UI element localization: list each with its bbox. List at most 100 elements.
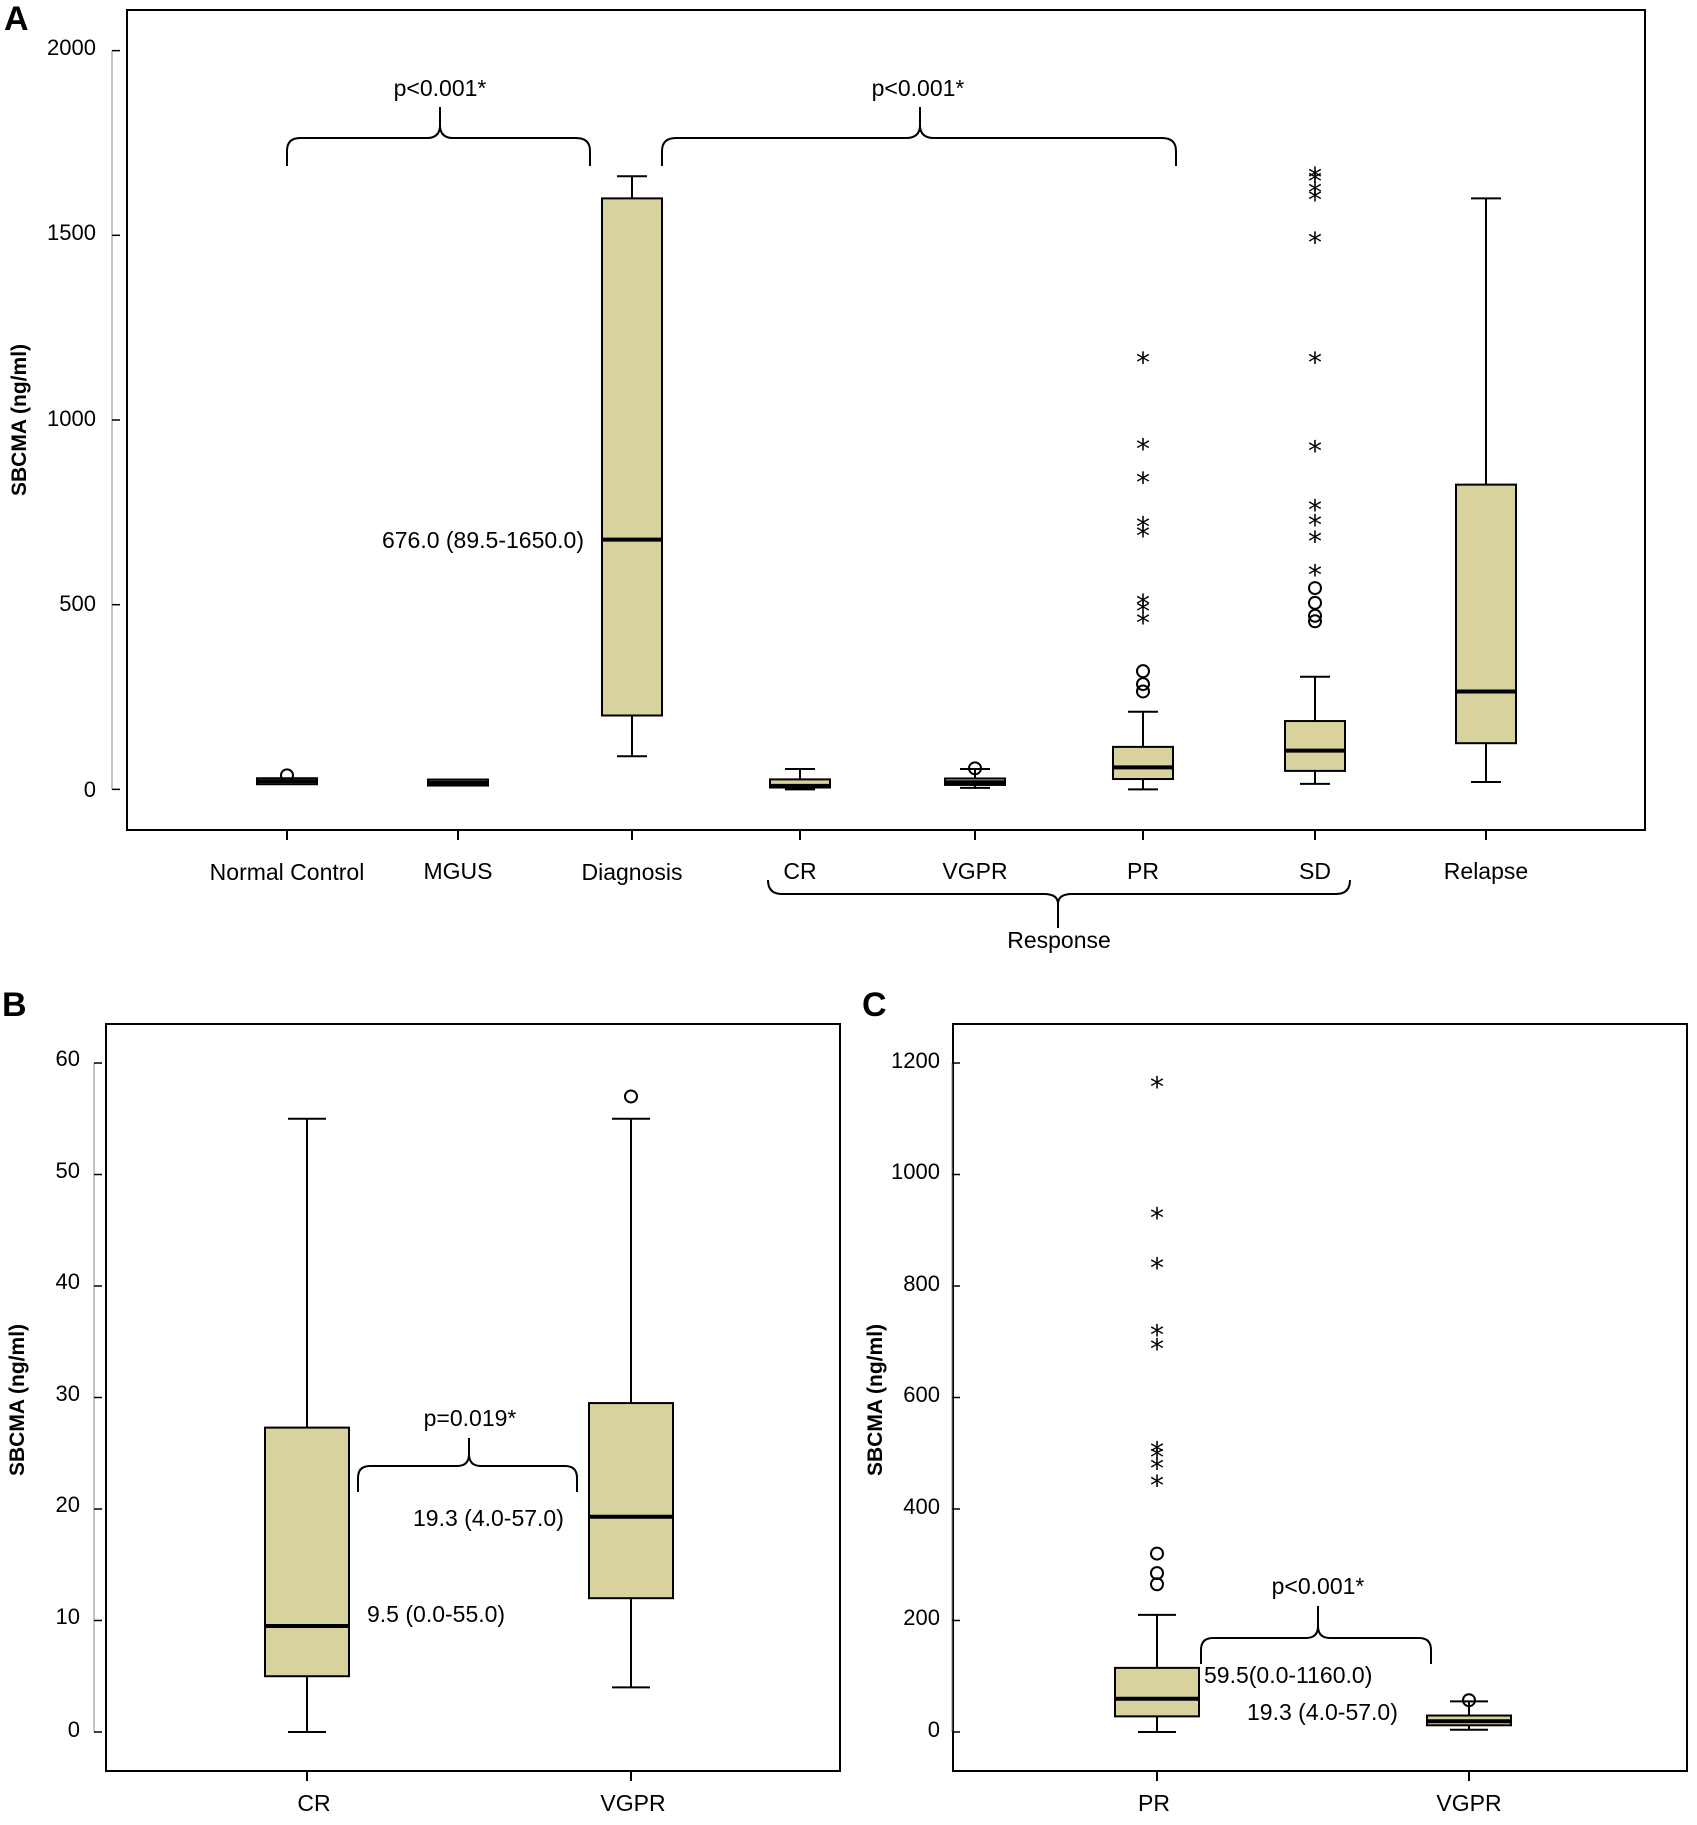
outlier-point — [1308, 614, 1322, 629]
extreme-point: * — [1308, 165, 1322, 198]
extreme-point: * — [1136, 606, 1150, 639]
box-diagnosis — [601, 197, 663, 717]
extreme-point: * — [1136, 595, 1150, 628]
panel-c-ytick-label: 200 — [903, 1605, 940, 1630]
extreme-point: * — [1150, 1435, 1164, 1468]
outlier-point — [1308, 581, 1322, 596]
panel-a-x-label: Relapse — [1444, 858, 1528, 884]
outlier-point — [1462, 1693, 1476, 1708]
panel-b-y-axis-label: SBCMA (ng/ml) — [6, 1324, 29, 1476]
panel-a-y-ticks: 0 500 1000 1500 2000 — [47, 35, 96, 802]
outlier-point — [1150, 1566, 1164, 1581]
panel-a-frame — [126, 9, 1646, 831]
p-value-left: p<0.001* — [394, 75, 487, 101]
extreme-point: * — [1136, 346, 1150, 379]
extreme-point: * — [1136, 433, 1150, 466]
extreme-point: * — [1150, 1070, 1164, 1103]
panel-a-x-label: MGUS — [424, 858, 493, 884]
panel-b-ytick-label: 40 — [56, 1269, 80, 1294]
p-value-right: p<0.001* — [872, 75, 965, 101]
panel-c-ytick-label: 1200 — [891, 1048, 940, 1073]
panel-b-ytick-label: 20 — [56, 1492, 80, 1517]
panel-a-ytick-label: 500 — [59, 591, 96, 616]
p-value-b: p=0.019* — [424, 1405, 517, 1431]
response-group-bracket — [767, 879, 1351, 928]
extreme-point: * — [1150, 1251, 1164, 1284]
extreme-point: * — [1150, 1469, 1164, 1502]
response-group-label: Response — [1007, 927, 1111, 953]
panel-b-x-label: CR — [297, 1790, 330, 1816]
panel-b-ytick-label: 0 — [68, 1717, 80, 1742]
outlier-point — [1308, 595, 1322, 610]
outlier-point — [1136, 664, 1150, 679]
outlier-point — [280, 768, 294, 783]
extreme-point: * — [1308, 176, 1322, 209]
box-pr — [1112, 745, 1174, 781]
extreme-point: * — [1136, 520, 1150, 553]
pr-median-label: 59.5(0.0-1160.0) — [1204, 1662, 1372, 1688]
diagnosis-median-label: 676.0 (89.5-1650.0) — [382, 527, 584, 553]
outlier-point — [1136, 677, 1150, 692]
panel-b-label: B — [2, 986, 27, 1024]
panel-c-ytick-label: 1000 — [891, 1159, 940, 1184]
p-bracket-right — [661, 107, 1177, 166]
extreme-point: * — [1308, 558, 1322, 591]
extreme-point: * — [1308, 525, 1322, 558]
panel-c-x-label: VGPR — [1436, 1790, 1501, 1816]
extreme-point: * — [1308, 346, 1322, 379]
extreme-point: * — [1150, 1332, 1164, 1365]
panel-a-x-labels: Normal Control MGUS Diagnosis CR VGPR PR… — [210, 858, 1529, 885]
box-sd — [1284, 720, 1346, 772]
p-bracket-c — [1200, 1606, 1432, 1664]
extreme-point: * — [1136, 466, 1150, 499]
panel-b-ytick-label: 50 — [56, 1158, 80, 1183]
p-value-c: p<0.001* — [1272, 1573, 1365, 1599]
extreme-point: * — [1308, 494, 1322, 527]
extreme-point: * — [1150, 1452, 1164, 1485]
box-cr — [264, 1426, 350, 1678]
extreme-point: * — [1150, 1441, 1164, 1474]
panel-c: C SBCMA (ng/ml) 0 200 400 600 800 1000 1… — [862, 986, 1688, 1816]
panel-c-y-ticks: 0 200 400 600 800 1000 1200 — [891, 1048, 940, 1742]
panel-c-y-axis-label: SBCMA (ng/ml) — [864, 1324, 887, 1476]
vgpr-median-label: 19.3 (4.0-57.0) — [1247, 1699, 1398, 1725]
chart-marks: **************************** — [93, 49, 1517, 1781]
panel-a-x-label: PR — [1127, 858, 1159, 884]
box-vgpr — [588, 1402, 674, 1600]
panel-b-ytick-label: 10 — [56, 1604, 80, 1629]
panel-b-y-ticks: 0 10 20 30 40 50 60 — [56, 1046, 80, 1742]
panel-a-y-axis-label: SBCMA (ng/ml) — [8, 344, 31, 496]
outlier-point — [1136, 684, 1150, 699]
box-relapse — [1455, 483, 1517, 745]
panel-c-ytick-label: 0 — [928, 1717, 940, 1742]
p-bracket-left — [286, 107, 591, 166]
panel-a-x-label: CR — [783, 858, 816, 884]
extreme-point: * — [1308, 435, 1322, 468]
panel-a-ytick-label: 0 — [84, 777, 96, 802]
panel-a-label: A — [4, 0, 29, 38]
panel-b-ytick-label: 60 — [56, 1046, 80, 1071]
vgpr-median-label: 19.3 (4.0-57.0) — [413, 1505, 564, 1531]
outlier-point — [1150, 1546, 1164, 1561]
extreme-point: * — [1150, 1318, 1164, 1351]
panel-a-x-label: VGPR — [942, 858, 1007, 884]
panel-b-x-label: VGPR — [600, 1790, 665, 1816]
panel-c-ytick-label: 600 — [903, 1382, 940, 1407]
panel-b: B SBCMA (ng/ml) 0 10 20 30 40 50 60 CR V… — [2, 986, 841, 1816]
panel-c-frame — [952, 1023, 1688, 1772]
panel-a-x-label: Normal Control — [210, 859, 365, 885]
panel-c-x-label: PR — [1138, 1790, 1170, 1816]
panel-a-ytick-label: 1000 — [47, 406, 96, 431]
extreme-point: * — [1136, 588, 1150, 621]
panel-c-ytick-label: 400 — [903, 1494, 940, 1519]
panel-a-x-label: Diagnosis — [582, 859, 683, 885]
panel-a-ytick-label: 1500 — [47, 220, 96, 245]
panel-a-ytick-label: 2000 — [47, 35, 96, 60]
p-bracket-b — [357, 1438, 578, 1492]
extreme-point: * — [1136, 510, 1150, 543]
extreme-point: * — [1308, 226, 1322, 259]
cr-median-label: 9.5 (0.0-55.0) — [367, 1601, 505, 1627]
extreme-point: * — [1308, 183, 1322, 216]
outlier-point — [968, 761, 982, 776]
